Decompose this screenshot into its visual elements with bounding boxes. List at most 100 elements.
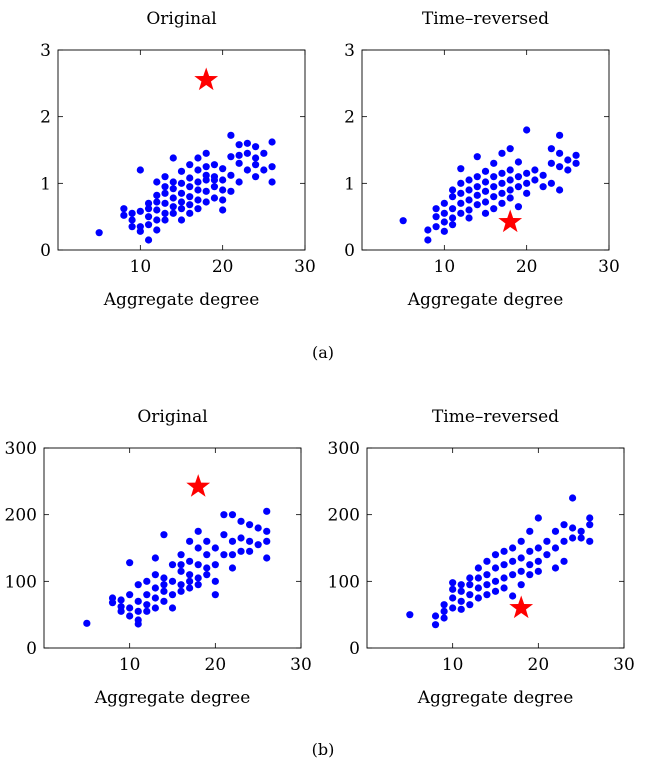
data-point [194,154,202,162]
y-tick-label: 1 [40,174,51,194]
data-point [186,577,194,585]
data-point [169,154,177,162]
data-point [509,592,517,600]
data-point [160,531,168,539]
x-tick-label: 20 [212,257,234,277]
data-point [547,159,555,167]
data-point [483,591,491,599]
data-point [457,179,465,187]
data-point [194,166,202,174]
data-point [474,584,482,592]
data-point [134,597,142,605]
x-tick-label: 10 [442,655,464,675]
data-point [424,236,432,244]
y-tick-label: 300 [5,439,37,459]
data-point [500,584,508,592]
data-point [448,186,457,194]
data-point [564,166,572,174]
data-point [268,178,276,186]
data-point [490,159,498,167]
data-point [203,551,211,559]
data-point [526,571,534,579]
data-point [161,189,169,197]
data-point [466,574,474,582]
data-point [263,554,271,562]
data-point [237,517,245,525]
data-point [169,194,177,202]
data-point [517,567,525,575]
axis-frame [366,447,625,649]
data-point [448,221,457,229]
x-tick-label: 30 [290,655,312,675]
data-point [168,577,177,585]
data-point [126,591,134,599]
data-point [539,171,547,179]
y-tick-label: 200 [328,506,360,526]
data-point [432,223,440,231]
data-point [243,139,251,147]
data-point [177,179,186,187]
data-point [260,166,268,174]
data-point [252,173,260,181]
data-point [177,198,186,206]
data-point [168,591,177,599]
data-point [572,159,580,167]
data-point [203,564,211,572]
data-point [483,557,491,565]
data-point [186,557,194,565]
data-point [509,544,517,552]
data-point [498,199,506,207]
data-point [473,153,481,161]
data-point [194,186,202,194]
chart-panel-a-original: Original 10 20 30 0 1 2 3 Aggregate degree [40,9,316,310]
data-point [551,527,560,535]
data-point [219,165,227,173]
data-point [500,547,508,555]
data-point [169,203,177,211]
data-point [210,194,219,202]
data-point [237,547,245,555]
data-point [465,196,473,204]
data-point [227,171,235,179]
data-point [543,537,551,545]
data-point [117,596,125,604]
data-point [136,227,144,235]
data-point [440,209,448,217]
data-point [246,537,254,545]
data-point [268,138,276,146]
data-point [169,185,177,193]
data-point [134,607,142,615]
data-point [202,163,210,171]
data-point [177,205,186,213]
y-tick-label: 0 [40,241,51,261]
data-point [134,581,142,589]
data-point [227,187,235,195]
data-point [448,193,457,201]
x-axis-label: Aggregate degree [103,290,260,310]
data-point [128,216,136,224]
data-point [498,149,506,157]
highlight-star-marker [186,474,211,497]
data-point [531,166,539,174]
y-tick-label: 0 [349,639,360,659]
data-point [577,527,585,535]
data-point [465,214,473,222]
data-point [506,186,514,194]
y-tick-label: 0 [26,639,37,659]
data-point [260,149,268,157]
data-point [440,601,448,609]
data-point [151,584,159,592]
data-point [128,209,136,217]
data-point [432,213,440,221]
chart-title: Time–reversed [422,9,549,29]
data-point [534,567,542,575]
data-point [83,619,91,627]
data-point [202,171,210,179]
x-tick-label: 20 [205,655,227,675]
x-tick-label: 30 [294,257,316,277]
data-point [194,574,202,582]
data-point [263,527,271,535]
data-point [228,551,237,559]
data-point [252,161,260,169]
